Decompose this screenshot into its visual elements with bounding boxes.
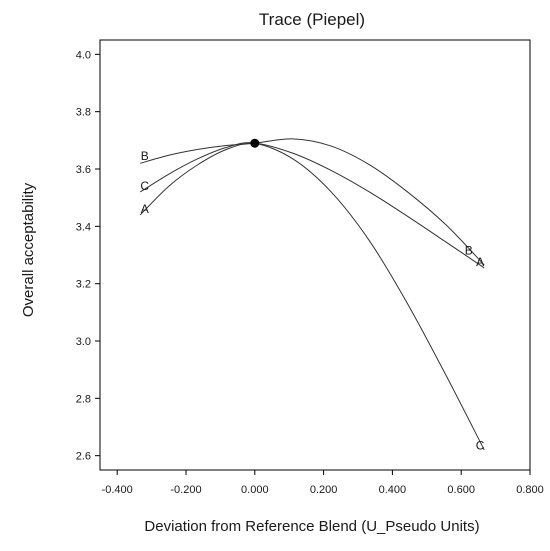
reference-point-group — [250, 138, 260, 148]
y-axis-label: Overall acceptability — [20, 182, 37, 317]
trace-curve-a — [139, 142, 485, 269]
y-tick-label: 3.0 — [76, 336, 91, 348]
y-tick-label: 3.6 — [76, 164, 91, 176]
curve-label-b: B — [465, 244, 473, 258]
trace-curve-c — [139, 142, 485, 451]
x-tick-label: 0.800 — [516, 484, 544, 496]
y-axis-ticks: 2.6 2.8 3.0 3.2 3.4 3.6 3.8 4.0 — [76, 49, 100, 463]
y-tick-label: 3.2 — [76, 279, 91, 291]
x-axis-label: Deviation from Reference Blend (U_Pseudo… — [144, 518, 479, 535]
x-tick-label: 0.400 — [379, 484, 407, 496]
x-tick-label: 0.000 — [241, 484, 269, 496]
plot-frame — [99, 39, 531, 471]
y-tick-label: 3.4 — [76, 221, 91, 233]
curve-label-a: A — [476, 255, 484, 269]
y-tick-label: 3.8 — [76, 107, 91, 119]
x-tick-label: 0.600 — [447, 484, 475, 496]
x-tick-label: 0.200 — [310, 484, 338, 496]
x-tick-label: -0.400 — [102, 484, 133, 496]
x-tick-label: -0.200 — [170, 484, 201, 496]
curve-label-c: C — [476, 439, 485, 453]
y-tick-label: 2.8 — [76, 393, 91, 405]
y-tick-label: 2.6 — [76, 451, 91, 463]
reference-blend-point — [250, 138, 260, 148]
curve-label-a: A — [141, 202, 149, 216]
curve-label-c: C — [140, 179, 149, 193]
x-axis-ticks: -0.400 -0.200 0.000 0.200 0.400 0.600 0.800 — [102, 470, 544, 496]
trace-curve-b — [140, 138, 485, 266]
curve-label-b: B — [141, 149, 149, 163]
chart-title: Trace (Piepel) — [259, 10, 365, 29]
trace-curves — [139, 138, 485, 451]
y-tick-label: 4.0 — [76, 49, 91, 61]
